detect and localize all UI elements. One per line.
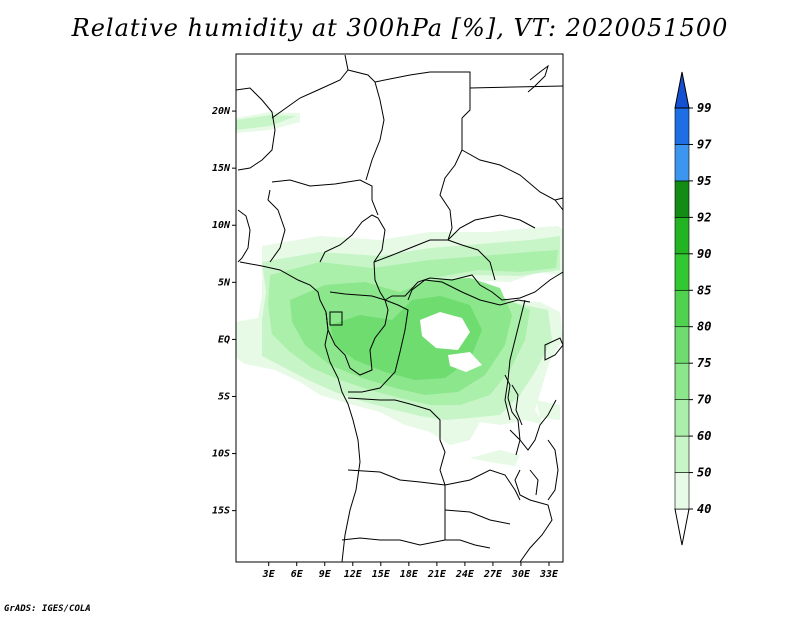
map-title: Relative humidity at 300hPa [%], VT: 202… — [71, 14, 729, 42]
colorbar-segment — [674, 289, 690, 328]
border-line — [504, 299, 526, 421]
lake-outline — [529, 469, 539, 496]
colorbar-label: 85 — [697, 283, 711, 297]
colorbar-label: 70 — [697, 393, 711, 407]
colorbar-segment — [674, 144, 690, 182]
colorbar-label: 40 — [697, 502, 711, 516]
lon-tick-label: 15E — [372, 569, 391, 580]
border-line — [348, 299, 409, 393]
lon-tick-label: 21E — [427, 569, 447, 580]
humidity-field-layer — [236, 112, 563, 466]
colorbar-label: 92 — [697, 210, 711, 224]
lake-outline — [544, 337, 564, 361]
colorbar-label: 50 — [697, 466, 711, 480]
border-line — [347, 397, 446, 540]
coastline — [237, 209, 251, 263]
colorbar-label: 75 — [697, 356, 711, 370]
coastline — [235, 87, 276, 171]
border-line — [271, 54, 349, 119]
border-line — [374, 71, 471, 119]
colorbar-label: 60 — [697, 429, 711, 443]
lat-tick-label: 15N — [212, 163, 231, 174]
colorbar-high-arrow — [674, 71, 690, 109]
lat-tick-label: 20N — [211, 106, 231, 117]
lon-tick-label: 12E — [344, 569, 363, 580]
colorbar-label: 80 — [697, 320, 711, 334]
humidity-region — [236, 115, 296, 130]
lat-tick-label: 5N — [218, 277, 231, 288]
colorbar-segment — [674, 217, 690, 255]
lat-tick-label: 10S — [212, 449, 230, 460]
colorbar-segment — [674, 253, 690, 291]
lat-tick-label: 5S — [218, 391, 230, 402]
border-line — [347, 69, 385, 181]
border-line — [267, 189, 286, 263]
border-line — [271, 179, 379, 216]
colorbar-segment — [674, 362, 690, 400]
country-borders — [235, 54, 564, 563]
colorbar-segment — [674, 472, 690, 510]
border-line — [461, 149, 564, 211]
border-line — [373, 261, 564, 301]
lon-tick-label: 6E — [291, 569, 304, 580]
colorbar-label: 97 — [697, 137, 712, 151]
lon-tick-label: 24E — [455, 569, 475, 580]
humidity-region — [470, 450, 520, 466]
colorbar-segment — [674, 180, 690, 218]
colorbar-segment — [674, 326, 690, 364]
lake-outline — [511, 384, 523, 426]
border-line — [319, 214, 386, 263]
border-line — [439, 118, 463, 241]
lat-tick-label: EQ — [218, 334, 230, 345]
lon-tick-label: 3E — [262, 569, 276, 580]
border-line — [554, 197, 564, 201]
border-line — [329, 311, 343, 326]
lon-tick-label: 18E — [400, 569, 419, 580]
lon-tick-label: 9E — [319, 569, 332, 580]
lon-tick-label: 33E — [539, 569, 559, 580]
coastline — [239, 261, 361, 563]
colorbar-label: 90 — [697, 247, 711, 261]
colorbar: 40 50 60 70 75 80 85 90 92 95 97 99 — [674, 71, 712, 546]
border-line — [325, 291, 389, 376]
lat-tick-label: 15S — [212, 506, 230, 517]
lon-tick-label: 30E — [511, 569, 531, 580]
dry-patch — [448, 352, 482, 372]
map-frame — [235, 53, 564, 563]
colorbar-label: 99 — [697, 101, 711, 115]
coastline — [527, 64, 549, 93]
lake-outline — [547, 439, 559, 501]
border-line — [514, 469, 553, 563]
colorbar-low-arrow — [674, 508, 690, 546]
lake-outline — [504, 374, 521, 456]
border-line — [341, 537, 491, 549]
lon-tick-label: 27E — [483, 569, 503, 580]
colorbar-segment — [674, 435, 690, 473]
dry-patch — [420, 312, 470, 350]
border-line — [447, 214, 536, 241]
border-line — [444, 469, 521, 501]
border-line — [444, 509, 511, 525]
border-line — [407, 279, 531, 306]
lat-tick-label: 10N — [212, 220, 231, 231]
border-line — [469, 85, 564, 89]
humidity-region — [536, 400, 560, 420]
latitude-axis: 20N 15N 10N 5N EQ 5S 10S 15S — [211, 106, 236, 517]
credit-text: GrADS: IGES/COLA — [4, 604, 91, 614]
border-line — [347, 469, 446, 486]
colorbar-segment — [674, 107, 690, 145]
colorbar-label: 95 — [697, 174, 711, 188]
longitude-axis: 3E 6E 9E 12E 15E 18E 21E 24E 27E 30E 33E — [262, 562, 559, 580]
colorbar-segment — [674, 399, 690, 437]
